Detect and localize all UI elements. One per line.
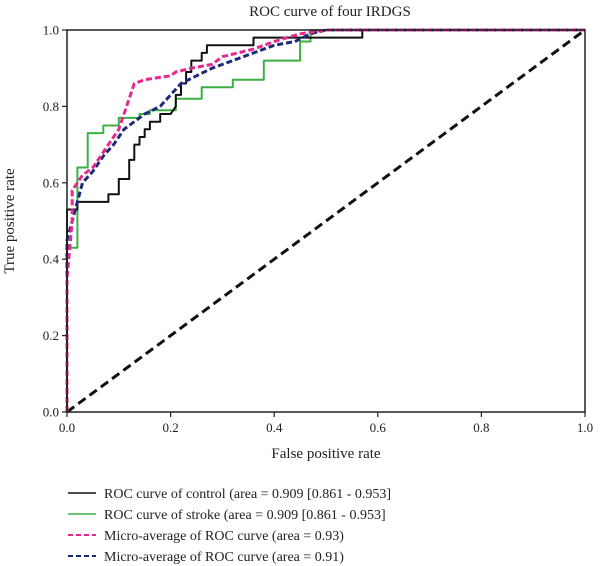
x-tick-label: 1.0 (577, 420, 593, 435)
legend-label-3: Micro-average of ROC curve (area = 0.91) (104, 550, 344, 565)
y-tick-label: 1.0 (43, 23, 59, 38)
y-tick-label: 0.4 (43, 252, 60, 267)
y-tick-label: 0.2 (43, 328, 59, 343)
series-line-3 (65, 28, 585, 412)
legend-label-0: ROC curve of control (area = 0.909 [0.86… (104, 487, 391, 502)
series-line-1 (66, 29, 585, 412)
y-tick-label: 0.0 (43, 405, 59, 420)
axis-ticks: 0.0 0.2 0.4 0.6 0.8 1.0 0.0 0.2 0.4 0.6 0.8 1.0 (43, 23, 593, 436)
plot-frame (66, 29, 586, 413)
y-tick-label: 0.8 (43, 99, 59, 114)
y-axis-label: True positive rate (2, 168, 18, 274)
series-line-4 (66, 28, 586, 414)
series-line-2 (65, 28, 585, 412)
x-tick-label: 0.2 (162, 420, 178, 435)
x-tick-label: 0.6 (370, 420, 387, 435)
x-axis-label: False positive rate (271, 446, 380, 462)
plot-area (65, 28, 586, 414)
legend-label-1: ROC curve of stroke (area = 0.909 [0.861… (104, 508, 386, 523)
x-tick-label: 0.8 (473, 420, 489, 435)
chart-title: ROC curve of four IRDGS (249, 4, 411, 20)
y-tick-label: 0.6 (43, 175, 60, 190)
x-tick-label: 0.0 (59, 420, 75, 435)
legend-label-2: Micro-average of ROC curve (area = 0.93) (104, 529, 344, 544)
series-line-0 (66, 29, 585, 412)
legend: ROC curve of control (area = 0.909 [0.86… (68, 487, 391, 565)
x-tick-label: 0.4 (266, 420, 283, 435)
